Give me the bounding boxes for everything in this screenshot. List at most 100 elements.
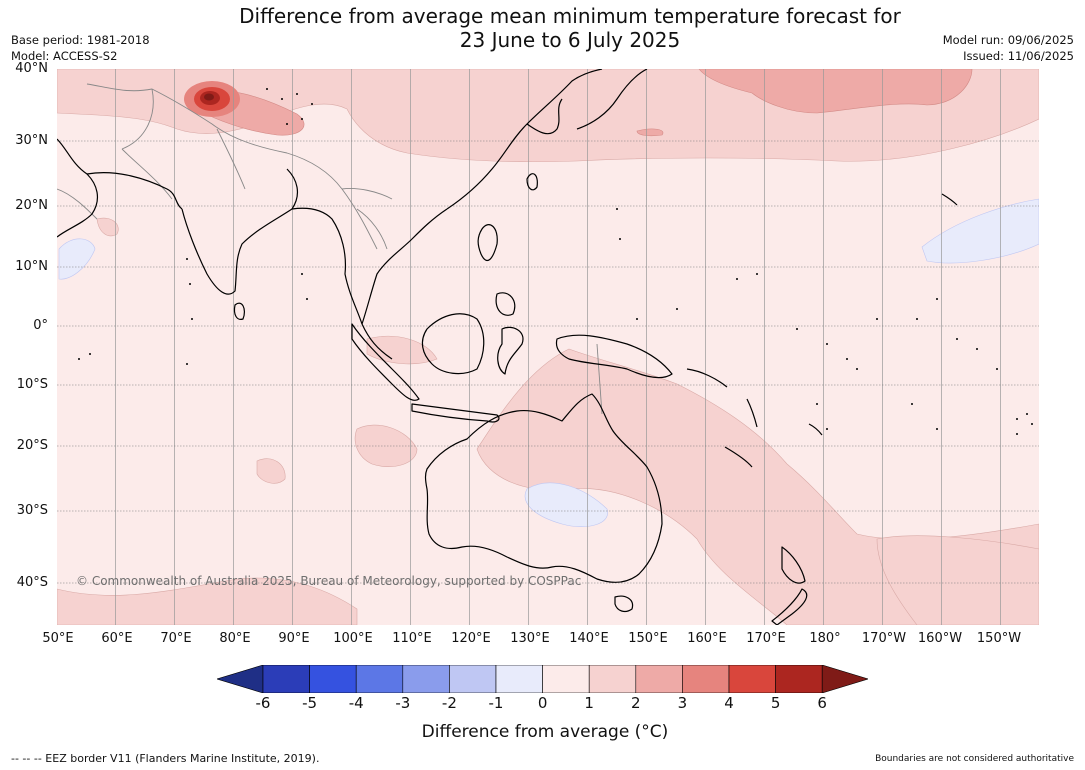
- colorbar-tick-label: 2: [631, 694, 641, 712]
- model-run-date: Model run: 09/06/2025: [942, 33, 1074, 47]
- boundaries-disclaimer: Boundaries are not considered authoritat…: [875, 754, 1074, 764]
- lon-label-70e: 70°E: [160, 631, 192, 646]
- lon-label-110e: 110°E: [392, 631, 432, 646]
- colorbar-extension-low: [217, 665, 264, 693]
- lon-label-120e: 120°E: [451, 631, 491, 646]
- colorbar-cell: [728, 665, 776, 693]
- coast-taiwan: [526, 173, 538, 191]
- colorbar-tick-label: -2: [441, 694, 457, 712]
- coast-malay-peninsula: [361, 323, 393, 360]
- coast-tasmania: [614, 595, 634, 613]
- colorbar-tick-label: 4: [724, 694, 734, 712]
- coast-luzon: [477, 224, 498, 262]
- anomaly-below-zero-regions: [58, 198, 1039, 527]
- issued-date: Issued: 11/06/2025: [963, 49, 1074, 63]
- coast-sumatra: [351, 323, 420, 401]
- colorbar-cell: [495, 665, 543, 693]
- colorbar-extension-high: [821, 665, 868, 693]
- colorbar: [217, 665, 868, 693]
- lon-label-150e: 150°E: [628, 631, 668, 646]
- colorbar-cell: [542, 665, 590, 693]
- colorbar-cell: [355, 665, 404, 693]
- title-line-1: Difference from average mean minimum tem…: [239, 4, 901, 28]
- colorbar-cell: [635, 665, 683, 693]
- lat-label-20n: 20°N: [15, 198, 48, 213]
- lat-label-0: 0°: [33, 318, 48, 333]
- coast-pacific-islands: [941, 193, 958, 206]
- colorbar-cell: [449, 665, 497, 693]
- colorbar-tick-label: 6: [817, 694, 827, 712]
- colorbar-tick-label: 0: [537, 694, 548, 712]
- lon-label-140e: 140°E: [569, 631, 609, 646]
- lon-label-80e: 80°E: [219, 631, 251, 646]
- colorbar-tick-label: 5: [770, 694, 781, 712]
- coast-fiji: [808, 423, 823, 436]
- colorbar-cell: [775, 665, 823, 693]
- metadata-left: Base period: 1981-2018 Model: ACCESS-S2: [11, 32, 150, 64]
- coast-bangladesh: [291, 207, 363, 325]
- coast-pakistan: [86, 172, 183, 210]
- coast-sri-lanka: [233, 302, 246, 320]
- map-svg: [57, 69, 1039, 625]
- metadata-right: Model run: 09/06/2025 Issued: 11/06/2025: [943, 32, 1074, 64]
- lon-label-50e: 50°E: [42, 631, 74, 646]
- lon-label-60e: 60°E: [101, 631, 133, 646]
- lat-label-10s: 10°S: [16, 377, 48, 392]
- colorbar-tick-label: 3: [677, 694, 688, 712]
- anomaly-1-2-regions: [57, 69, 1039, 625]
- colorbar-tick-label: 1: [584, 694, 594, 712]
- base-period: Base period: 1981-2018: [11, 33, 150, 47]
- lon-label-170e: 170°E: [746, 631, 786, 646]
- lat-label-30n: 30°N: [15, 133, 48, 148]
- lon-label-160e: 160°E: [687, 631, 727, 646]
- coast-java: [411, 403, 500, 423]
- colorbar-tick-label: -5: [302, 694, 318, 712]
- colorbar-cells: [217, 665, 868, 693]
- anomaly-region-south-pacific: [876, 535, 1039, 625]
- eez-border-note: -- -- -- EEZ border V11 (Flanders Marine…: [11, 752, 320, 765]
- lat-label-10n: 10°N: [15, 259, 48, 274]
- lon-label-150w: 150°W: [976, 631, 1022, 646]
- coast-solomons: [686, 368, 728, 388]
- coast-borneo: [421, 313, 485, 375]
- coast-new-guinea: [555, 334, 673, 379]
- lon-label-160w: 160°W: [917, 631, 963, 646]
- anomaly-region-timor: [366, 335, 438, 365]
- lat-label-20s: 20°S: [16, 438, 48, 453]
- anomaly-region-maldives: [58, 238, 96, 280]
- anomaly-region-indian-ocean: [256, 458, 286, 484]
- colorbar-cell: [262, 665, 310, 693]
- anomaly-region-japan-south: [636, 128, 664, 137]
- lon-label-90e: 90°E: [278, 631, 310, 646]
- coast-vanuatu: [746, 398, 758, 428]
- graticule: [115, 69, 1001, 625]
- coast-arabia: [57, 138, 99, 238]
- colorbar-tick-label: -3: [395, 694, 411, 712]
- colorbar-cell: [682, 665, 730, 693]
- lat-label-30s: 30°S: [16, 503, 48, 518]
- lon-label-170w: 170°W: [861, 631, 907, 646]
- lon-label-100e: 100°E: [333, 631, 373, 646]
- anomaly-hotspot-himalaya: [184, 81, 240, 117]
- copyright-notice: © Commonwealth of Australia 2025, Bureau…: [76, 574, 582, 588]
- country-borders: [57, 83, 603, 415]
- coast-korea: [526, 98, 563, 135]
- coastlines: [57, 69, 958, 625]
- anomaly-region-arabian-sea: [96, 217, 119, 237]
- coast-nz-south: [771, 588, 808, 625]
- coast-japan: [576, 69, 648, 130]
- colorbar-cell: [402, 665, 450, 693]
- lat-label-40s: 40°S: [16, 575, 48, 590]
- map-area[interactable]: [57, 69, 1039, 625]
- colorbar-cell: [588, 665, 637, 693]
- anomaly-region-west-australia: [354, 424, 418, 468]
- colorbar-tick-label: -1: [488, 694, 504, 712]
- coast-nz-north: [781, 546, 806, 584]
- model-name: Model: ACCESS-S2: [11, 49, 118, 63]
- anomaly-region-north-pacific-hot: [698, 69, 973, 114]
- coast-sulawesi: [497, 326, 524, 375]
- anomaly-region-central-australia: [524, 482, 608, 527]
- coast-indochina: [361, 208, 448, 325]
- colorbar-tick-label: -6: [255, 694, 271, 712]
- map-title: Difference from average mean minimum tem…: [150, 4, 990, 52]
